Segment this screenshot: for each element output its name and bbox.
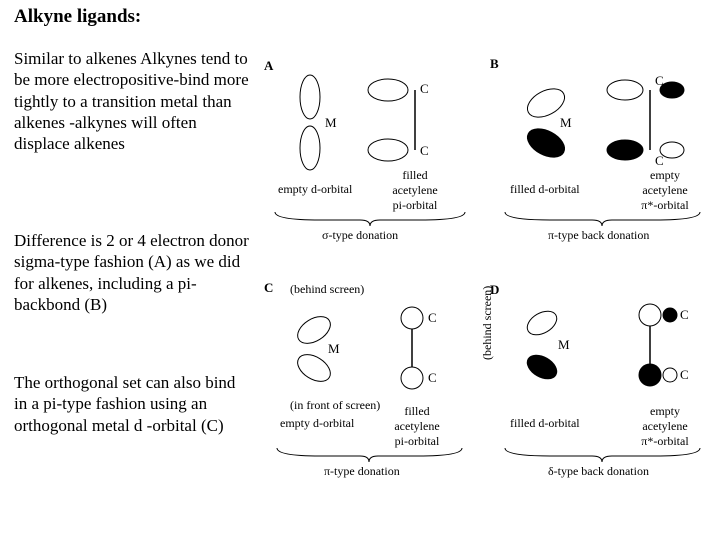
svg-text:C: C bbox=[428, 370, 437, 385]
caption-filled-d-d: filled d-orbital bbox=[510, 416, 580, 431]
panel-label-b: B bbox=[490, 56, 499, 72]
caption-delta-back: δ-type back donation bbox=[548, 464, 649, 479]
svg-text:C: C bbox=[655, 153, 664, 168]
svg-text:M: M bbox=[560, 115, 572, 130]
caption-pi-don: π-type donation bbox=[324, 464, 400, 479]
svg-text:M: M bbox=[558, 337, 570, 352]
brace-d bbox=[500, 446, 705, 464]
brace-b bbox=[500, 210, 705, 228]
paragraph-2: Difference is 2 or 4 electron donor sigm… bbox=[14, 230, 249, 315]
caption-infront-c: (in front of screen) bbox=[290, 398, 380, 413]
svg-text:C: C bbox=[428, 310, 437, 325]
paragraph-1: Similar to alkenes Alkynes tend to be mo… bbox=[14, 48, 249, 154]
atom-m-a: M bbox=[325, 115, 337, 130]
svg-text:C: C bbox=[420, 143, 429, 158]
svg-text:C: C bbox=[655, 73, 664, 88]
caption-empty-d-a: empty d-orbital bbox=[278, 182, 352, 197]
svg-text:C: C bbox=[420, 81, 429, 96]
brace-c bbox=[272, 446, 467, 464]
page-title: Alkyne ligands: bbox=[14, 6, 141, 28]
svg-text:M: M bbox=[328, 341, 340, 356]
svg-text:C: C bbox=[680, 367, 689, 382]
caption-filled-d-b: filled d-orbital bbox=[510, 182, 580, 197]
caption-pi-back: π-type back donation bbox=[548, 228, 649, 243]
brace-a bbox=[270, 210, 470, 228]
panel-d-diagram: M C C bbox=[500, 285, 710, 405]
svg-text:C: C bbox=[680, 307, 689, 322]
caption-behind-side: (behind screen) bbox=[480, 286, 495, 360]
caption-empty-pistar-d: empty acetylene π*-orbital bbox=[630, 404, 700, 449]
caption-sigma-don: σ-type donation bbox=[322, 228, 398, 243]
caption-filled-pi-a: filled acetylene pi-orbital bbox=[380, 168, 450, 213]
caption-empty-d-c: empty d-orbital bbox=[280, 416, 354, 431]
caption-filled-pi-c: filled acetylene pi-orbital bbox=[382, 404, 452, 449]
paragraph-3: The orthogonal set can also bind in a pi… bbox=[14, 372, 249, 436]
caption-empty-pistar-b: empty acetylene π*-orbital bbox=[630, 168, 700, 213]
page-root: Alkyne ligands: Similar to alkenes Alkyn… bbox=[0, 0, 720, 540]
panel-c-diagram: M C C bbox=[270, 290, 480, 410]
